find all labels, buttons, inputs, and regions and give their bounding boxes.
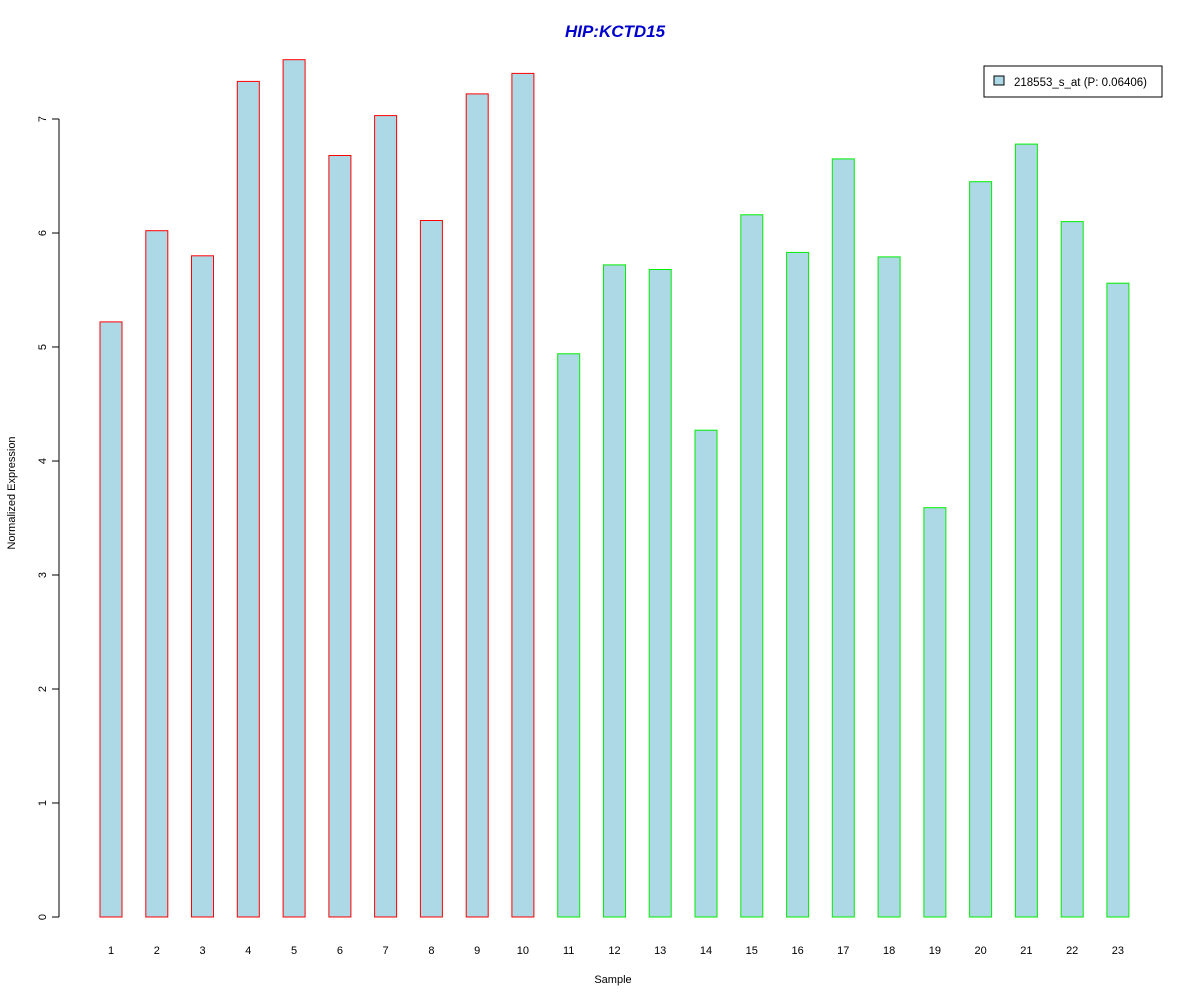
bar-sample-21 <box>1014 143 1038 918</box>
bar-sample-4 <box>236 80 260 918</box>
y-tick-label: 4 <box>37 458 49 464</box>
y-axis-label: Normalized Expression <box>6 436 18 549</box>
x-tick-label: 8 <box>428 945 434 957</box>
x-tick-label: 15 <box>746 945 758 957</box>
x-tick-label: 3 <box>199 945 205 957</box>
x-tick-label: 18 <box>883 945 895 957</box>
x-tick-label: 12 <box>608 945 620 957</box>
x-tick-label: 6 <box>337 945 343 957</box>
bar-sample-11 <box>557 353 581 918</box>
x-tick-label: 1 <box>108 945 114 957</box>
bar-sample-6 <box>328 155 352 918</box>
x-tick-label: 11 <box>563 945 574 957</box>
x-tick-label: 13 <box>654 945 666 957</box>
bar-sample-13 <box>648 269 672 918</box>
bar-sample-7 <box>374 115 398 918</box>
bar-sample-15 <box>740 214 764 918</box>
y-tick-label: 6 <box>37 230 49 236</box>
bar-sample-18 <box>877 256 901 918</box>
bar-sample-2 <box>145 230 169 918</box>
x-tick-label: 21 <box>1020 945 1032 957</box>
bar-sample-12 <box>603 264 626 918</box>
x-tick-label: 5 <box>291 945 297 957</box>
bar-sample-10 <box>511 72 535 918</box>
x-tick-label: 2 <box>154 945 160 957</box>
legend-box <box>983 65 1163 98</box>
bar-sample-8 <box>419 220 443 918</box>
x-tick-label: 9 <box>474 945 480 957</box>
y-tick-label: 7 <box>37 116 49 122</box>
chart-title: HIP:KCTD15 <box>565 22 666 41</box>
bar-sample-14 <box>694 429 718 918</box>
bar-sample-5 <box>282 59 306 918</box>
x-tick-label: 19 <box>929 945 941 957</box>
x-tick-label: 16 <box>791 945 803 957</box>
y-tick-label: 5 <box>37 344 49 350</box>
legend-swatch <box>993 75 1005 86</box>
bar-sample-16 <box>786 251 810 918</box>
bar-sample-17 <box>831 158 855 918</box>
x-tick-label: 23 <box>1112 945 1124 957</box>
y-tick-label: 2 <box>37 686 49 692</box>
bars <box>99 59 1130 918</box>
y-tick-label: 3 <box>37 572 49 578</box>
bar-sample-22 <box>1060 221 1084 918</box>
legend: 218553_s_at (P: 0.06406) <box>983 65 1163 98</box>
x-tick-label: 10 <box>517 945 529 957</box>
x-tick-label: 22 <box>1066 945 1078 957</box>
y-axis: 0 1 2 3 4 5 6 7 <box>37 116 60 920</box>
x-axis-label: Sample <box>594 974 631 986</box>
bar-sample-19 <box>923 507 947 918</box>
x-tick-label: 14 <box>700 945 712 957</box>
bar-sample-23 <box>1106 282 1130 918</box>
y-tick-label: 1 <box>37 800 49 806</box>
bar-sample-3 <box>191 255 214 918</box>
x-tick-label: 4 <box>245 945 251 957</box>
legend-label: 218553_s_at (P: 0.06406) <box>1014 77 1147 89</box>
x-tick-label: 7 <box>383 945 389 957</box>
bar-sample-20 <box>969 181 993 918</box>
x-tick-label: 17 <box>837 945 849 957</box>
x-tick-labels: 1 2 3 4 5 6 7 8 9 10 11 12 13 14 15 16 17 18 19 20 21 22 23 <box>108 945 1124 957</box>
y-tick-label: 0 <box>37 914 49 920</box>
bar-sample-9 <box>465 93 489 918</box>
bar-sample-1 <box>99 321 123 918</box>
x-tick-label: 20 <box>974 945 986 957</box>
